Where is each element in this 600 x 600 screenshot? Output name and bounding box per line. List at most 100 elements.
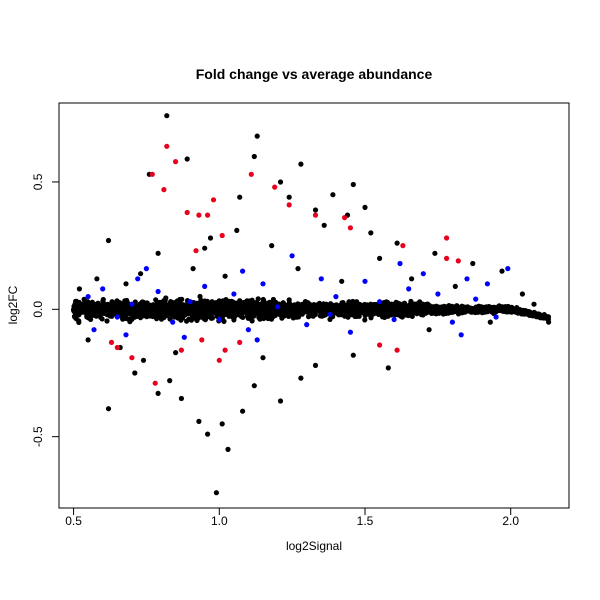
red-data-point [196, 212, 202, 218]
black-data-point [219, 421, 225, 427]
band-point [249, 318, 255, 324]
black-data-point [546, 319, 552, 325]
black-data-point [85, 337, 91, 343]
band-point [348, 299, 355, 306]
blue-data-point [377, 299, 383, 305]
blue-data-point [420, 271, 426, 277]
band-point [146, 312, 152, 318]
band-point [362, 312, 368, 319]
black-data-point [105, 406, 112, 412]
red-data-point [394, 347, 400, 353]
band-point [221, 318, 227, 324]
red-data-point [377, 342, 383, 348]
band-point [72, 304, 78, 311]
blue-data-point [473, 296, 479, 302]
band-point [381, 306, 387, 312]
red-data-point [312, 212, 319, 218]
band-point [108, 308, 114, 314]
blue-data-point [123, 332, 129, 338]
black-data-point [178, 395, 184, 402]
band-point [73, 298, 80, 304]
band-point [420, 309, 427, 315]
black-data-point [452, 283, 458, 289]
black-data-point [105, 237, 112, 244]
black-data-point [240, 408, 246, 414]
band-point [115, 302, 121, 308]
x-axis: 0.5 1.0 1.5 2.0 [65, 507, 519, 528]
black-data-point [470, 260, 476, 267]
band-point [120, 307, 126, 313]
band-point [257, 316, 263, 322]
band-point [305, 314, 312, 320]
band-point [280, 300, 286, 306]
black-data-point [132, 370, 138, 376]
black-data-point [330, 192, 336, 198]
band-point [100, 296, 106, 303]
band-point [148, 304, 154, 310]
blue-data-point [135, 276, 141, 282]
band-point [352, 304, 358, 310]
band-point [471, 306, 477, 312]
blue-data-point [318, 276, 324, 282]
band-point [288, 305, 294, 311]
black-data-point [202, 245, 208, 251]
red-data-point [272, 184, 278, 190]
black-data-point [173, 350, 179, 356]
red-data-point [114, 344, 120, 351]
red-data-point [237, 339, 243, 345]
black-data-point [385, 365, 391, 371]
black-data-point [499, 268, 505, 274]
black-data-point [362, 204, 368, 210]
band-point [425, 301, 431, 307]
blue-data-point [289, 253, 295, 259]
band-point [100, 301, 106, 307]
band-point [503, 307, 510, 313]
blue-data-point [464, 276, 470, 282]
band-point [140, 307, 146, 313]
black-data-point [312, 362, 319, 368]
band-point [227, 298, 233, 304]
band-point [405, 305, 411, 311]
black-data-point [190, 266, 196, 272]
blue-data-point [435, 291, 441, 297]
black-data-point [76, 286, 82, 292]
band-point [301, 306, 308, 312]
band-point [268, 316, 275, 322]
blue-data-point [231, 291, 237, 297]
band-point [209, 299, 215, 305]
band-point [144, 300, 150, 306]
band-point [164, 312, 170, 318]
band-point [135, 310, 141, 316]
blue-data-point [347, 329, 353, 335]
black-data-point [269, 243, 275, 249]
band-point [397, 308, 403, 314]
black-data-point [531, 301, 537, 307]
blue-data-point [129, 301, 135, 307]
band-point [104, 318, 110, 324]
band-point [175, 301, 181, 307]
band-point [158, 301, 164, 307]
chart-title: Fold change vs average abundance [196, 66, 433, 82]
band-point [328, 306, 334, 312]
band-point [215, 311, 221, 317]
black-data-point [409, 276, 415, 282]
blue-data-point [304, 322, 310, 328]
blue-data-point [155, 288, 161, 295]
band-point [98, 314, 104, 320]
red-data-point [222, 347, 228, 353]
band-point [219, 308, 225, 314]
band-point [265, 305, 271, 311]
red-data-point [286, 202, 292, 208]
black-data-point [350, 181, 356, 188]
blue-data-point [216, 316, 222, 323]
red-data-point [444, 255, 450, 261]
blue-data-point [333, 294, 339, 300]
black-data-point [155, 390, 161, 396]
band-point [336, 306, 342, 312]
x-axis-label: log2Signal [286, 539, 342, 553]
blue-data-point [362, 278, 368, 284]
red-data-point [248, 171, 254, 177]
black-data-point [94, 276, 100, 282]
red-data-point [108, 339, 115, 345]
